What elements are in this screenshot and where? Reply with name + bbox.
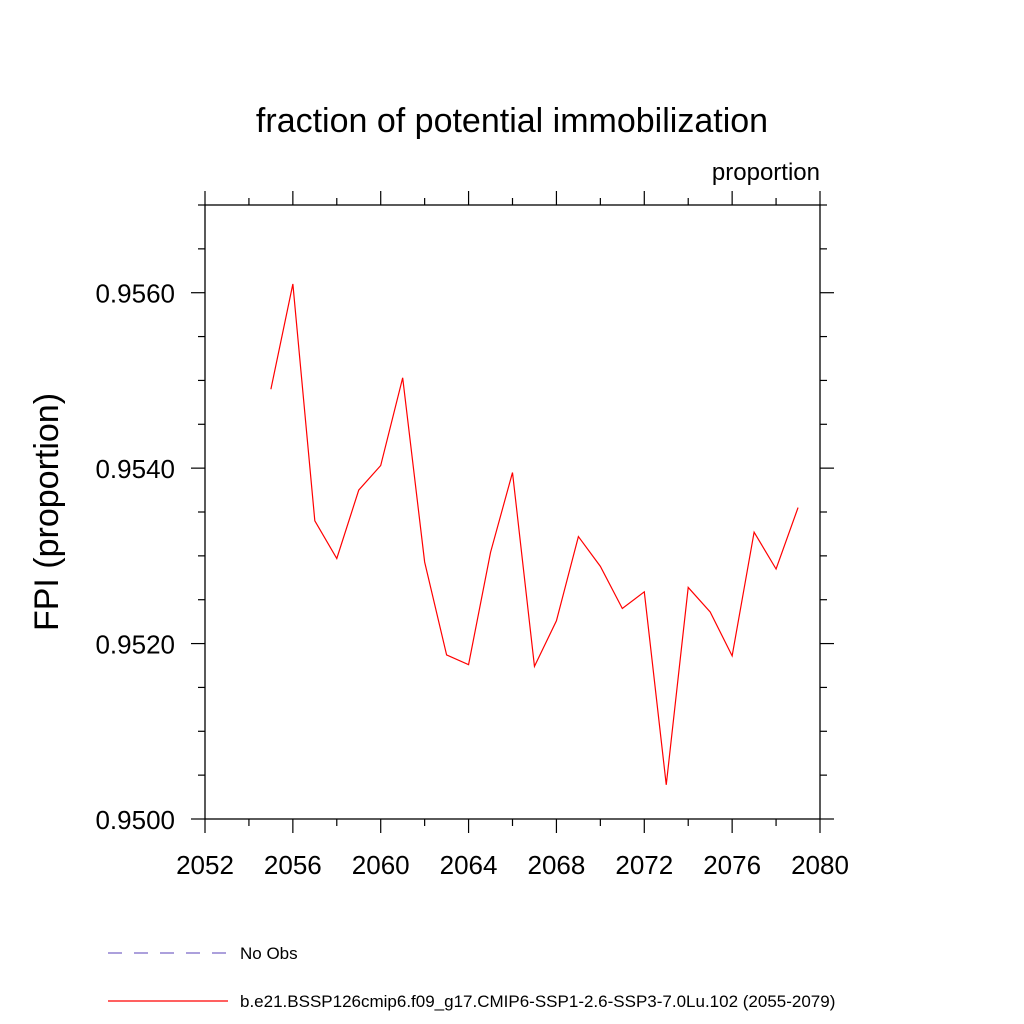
x-axis-ticks: 2052 2056 2060 2064 2068 2072 2076 2080 xyxy=(176,191,849,880)
y-axis-ticks: 0.9500 0.9520 0.9540 0.9560 xyxy=(95,204,834,835)
series-line xyxy=(270,283,799,785)
x-tick-label: 2068 xyxy=(528,850,586,880)
x-tick-label: 2072 xyxy=(615,850,673,880)
y-axis-label: FPI (proportion) xyxy=(28,393,66,631)
x-tick-label: 2056 xyxy=(264,850,322,880)
x-tick-label: 2060 xyxy=(352,850,410,880)
x-tick-label: 2080 xyxy=(791,850,849,880)
chart-title: fraction of potential immobilization xyxy=(256,102,768,140)
legend: No Obs b.e21.BSSP126cmip6.f09_g17.CMIP6-… xyxy=(108,944,835,1011)
legend-label-no-obs: No Obs xyxy=(240,944,298,963)
legend-label-series: b.e21.BSSP126cmip6.f09_g17.CMIP6-SSP1-2.… xyxy=(240,992,835,1011)
x-tick-label: 2076 xyxy=(703,850,761,880)
x-tick-label: 2052 xyxy=(176,850,234,880)
plot-frame xyxy=(204,204,821,820)
y-tick-label: 0.9500 xyxy=(95,805,175,835)
y-tick-label: 0.9540 xyxy=(95,454,175,484)
chart-subtitle: proportion xyxy=(712,159,820,186)
y-tick-label: 0.9520 xyxy=(95,630,175,660)
series-group xyxy=(270,283,799,785)
x-tick-label: 2064 xyxy=(440,850,498,880)
y-tick-label: 0.9560 xyxy=(95,279,175,309)
